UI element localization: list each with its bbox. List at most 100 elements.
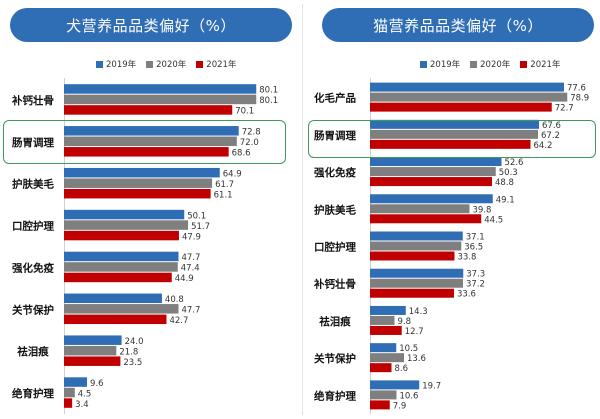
cat-highlight-box [308,120,596,158]
value-label-2021: 23.5 [123,358,142,368]
value-label-2020: 47.4 [181,264,200,274]
value-label-2019: 40.8 [165,295,184,305]
bar-2021 [370,102,552,112]
category-label: 关节保护 [12,303,54,316]
value-label-2020: 61.7 [215,180,234,190]
bar-2019 [64,84,257,94]
bar-2020 [64,94,257,105]
value-label-2019: 24.0 [125,337,144,347]
legend-swatch-2019 [96,60,103,68]
dog-chart-title: 犬营养品品类偏好（%） [10,8,292,42]
bar-2020 [64,262,178,272]
value-label-2020: 67.2 [541,131,560,141]
bar-2019 [64,293,162,304]
dog-axis-line [64,78,65,414]
bar-2019 [370,119,539,129]
bar-2020 [370,315,395,325]
bar-2019 [370,305,406,315]
value-label-2019: 47.7 [181,253,200,263]
category-label: 强化免疫 [314,166,356,179]
bar-2021 [370,214,482,224]
bar-2020 [64,304,179,314]
panel-divider [302,4,303,415]
bar-2020 [370,167,496,177]
bar-2021 [370,363,392,373]
value-label-2019: 77.6 [567,84,586,94]
bar-2019 [370,231,463,241]
category-label: 绝育护理 [314,389,356,402]
value-label-2019: 50.1 [187,211,206,221]
bar-2020 [370,390,397,400]
bar-2020 [370,92,568,102]
value-label-2021: 70.1 [235,107,254,117]
category-label: 补钙壮骨 [11,94,54,107]
category-label: 强化免疫 [12,261,54,274]
value-label-2020: 50.3 [499,168,518,178]
value-label-2021: 8.6 [395,364,409,374]
bar-2019 [370,343,397,353]
legend-label-2019: 2019年 [106,60,137,70]
bar-2019 [370,380,420,390]
value-label-2021: 33.6 [457,290,476,300]
value-label-2021: 72.7 [555,104,574,114]
dog-highlight-box [3,120,286,164]
bar-2021 [64,230,179,241]
value-label-2021: 12.7 [405,327,424,337]
bar-2019 [64,335,122,345]
legend-swatch-2021 [520,60,528,68]
category-label: 补钙壮骨 [313,278,356,291]
value-label-2021: 33.8 [458,253,477,263]
value-label-2020: 51.7 [191,222,210,232]
category-label: 肠胃调理 [314,129,356,142]
bar-2019 [64,209,185,220]
legend-swatch-2019 [420,60,427,68]
legend-label-2020: 2020年 [156,60,187,70]
bar-2021 [64,398,73,408]
bar-2019 [370,268,464,278]
bar-2020 [64,345,117,356]
legend-swatch-2020 [470,60,478,68]
category-label: 绝育护理 [12,387,54,400]
bar-2019 [64,167,220,178]
bar-2019 [64,126,239,136]
value-label-2020: 72.0 [240,138,259,148]
bar-2020 [370,129,538,139]
bar-2019 [64,377,88,387]
bar-2020 [370,353,404,363]
value-label-2020: 36.5 [464,243,483,253]
bar-2019 [370,82,564,92]
value-label-2021: 47.9 [182,232,201,242]
value-label-2020: 80.1 [259,96,278,106]
value-label-2019: 14.3 [409,307,428,317]
cat-chart-legend: 2019年 2020年 2021年 [420,58,560,70]
bar-2021 [370,177,492,187]
value-label-2019: 80.1 [259,86,278,96]
value-label-2021: 44.5 [484,215,503,225]
category-label: 关节保护 [314,352,356,365]
value-label-2020: 39.8 [473,205,492,215]
category-label: 口腔护理 [314,241,356,254]
value-label-2021: 61.1 [214,190,233,200]
value-label-2019: 37.3 [466,270,485,280]
bar-2021 [370,400,390,410]
cat-bar-chart: 化毛产品 77.678.972.7 肠胃调理 67.667.264.2 强化免疫 52.6… [313,82,589,411]
value-label-2019: 64.9 [223,169,242,179]
value-label-2021: 48.8 [495,178,514,188]
bar-2020 [64,136,237,147]
category-label: 口腔护理 [12,220,54,233]
value-label-2020: 47.7 [181,306,200,316]
bar-2021 [64,147,229,157]
legend-item-2021: 2021年 [196,58,236,70]
legend-item-2020: 2020年 [470,58,510,70]
category-label: 护肤美毛 [314,203,356,216]
category-label: 护肤美毛 [12,178,54,191]
value-label-2021: 64.2 [534,141,553,151]
dog-chart-legend: 2019年 2020年 2021年 [96,58,236,70]
legend-item-2021: 2021年 [520,58,560,70]
value-label-2019: 72.8 [242,128,261,138]
value-label-2019: 10.5 [399,344,418,354]
value-label-2020: 37.2 [466,280,485,290]
value-label-2021: 3.4 [75,400,89,410]
value-label-2019: 52.6 [505,158,524,168]
bar-2020 [370,241,462,251]
